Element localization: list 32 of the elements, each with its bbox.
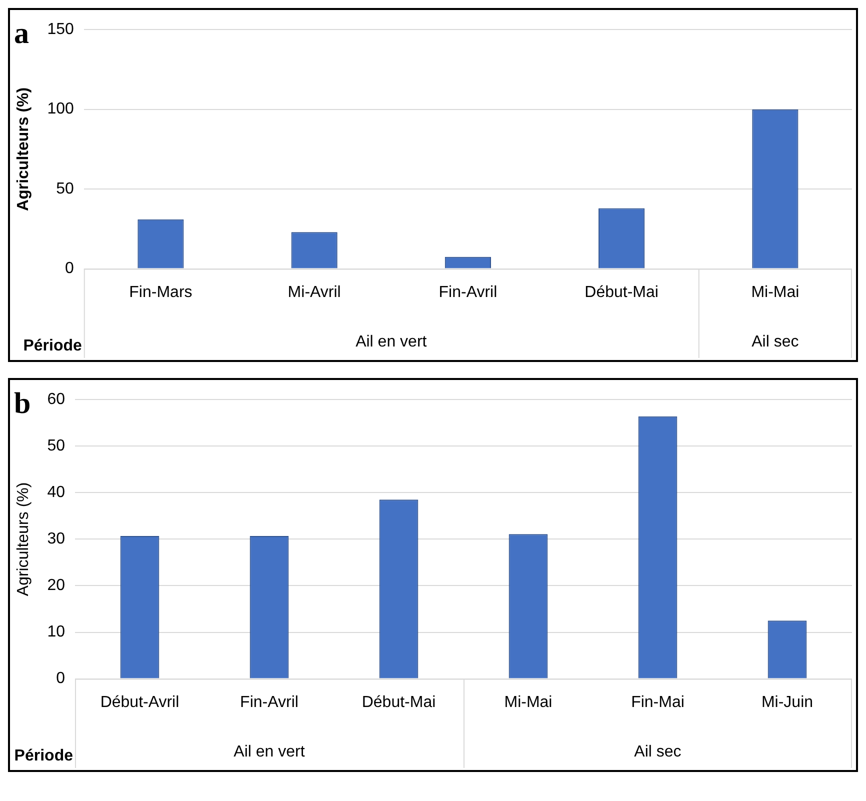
y-tick-label: 10	[47, 624, 66, 641]
x-tick-label: Mi-Mai	[751, 284, 800, 301]
text: Ail sec	[634, 743, 682, 760]
y-axis-title: Agriculteurs (%)	[15, 482, 32, 596]
text: Ail sec	[752, 333, 799, 350]
y-tick-label: 100	[47, 100, 74, 118]
y-tick-label: 30	[47, 530, 66, 548]
text: Ail en vert	[356, 333, 428, 350]
y-tick-label: 0	[56, 670, 66, 688]
y-tick-label: 150	[47, 21, 74, 38]
x-axis-title: Période	[23, 337, 82, 354]
y-tick-label: 40	[47, 484, 66, 502]
y-tick-label: 50	[56, 180, 74, 198]
x-tick-label: Fin-Mars	[129, 284, 192, 301]
x-tick-label: Mi-Avril	[288, 284, 341, 301]
y-tick-label: 60	[47, 391, 66, 408]
chart-title: a	[14, 16, 29, 50]
x-tick-label: Fin-Avril	[438, 284, 498, 301]
x-tick-label: Fin-Mai	[631, 694, 684, 711]
y-tick-label: 20	[47, 577, 66, 594]
x-tick-label: Mi-Juin	[761, 694, 814, 711]
chart-title: b	[14, 386, 31, 420]
y-axis-title: Agriculteurs (%)	[15, 87, 32, 211]
x-tick-label: Mi-Mai	[504, 694, 552, 711]
text: Ail en vert	[234, 743, 306, 760]
x-tick-label: Début-Avril	[100, 694, 180, 711]
y-tick-label: 0	[64, 260, 74, 278]
x-tick-label: Fin-Avril	[240, 694, 298, 711]
x-tick-label: Début-Mai	[584, 284, 658, 301]
x-tick-label: Début-Mai	[362, 694, 436, 711]
x-axis-title: Période	[14, 747, 74, 764]
y-tick-label: 50	[47, 438, 66, 455]
